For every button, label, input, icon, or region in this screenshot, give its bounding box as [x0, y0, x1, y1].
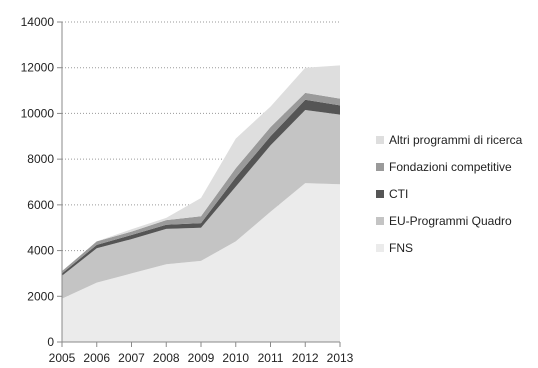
legend-swatch-fns [376, 244, 384, 252]
y-tick-label: 10000 [21, 106, 55, 120]
area-series-layer [62, 65, 340, 342]
x-tick-label: 2011 [258, 351, 284, 365]
area-series-fns [62, 183, 340, 342]
x-tick-label: 2009 [188, 351, 215, 365]
legend-label-fns: FNS [389, 241, 413, 255]
legend-label-eu-programmi-quadro: EU-Programmi Quadro [389, 214, 512, 228]
legend-label-fondazioni-competitive: Fondazioni competitive [389, 160, 512, 174]
area-series-cti [62, 99, 340, 276]
legend: Altri programmi di ricerca Fondazioni com… [376, 133, 523, 255]
y-tick-label: 0 [47, 335, 54, 349]
x-tick-label: 2013 [327, 351, 354, 365]
area-series-altri-programmi-di-ricerca [62, 65, 340, 272]
x-tick-label: 2010 [222, 351, 249, 365]
x-tick-label: 2005 [49, 351, 76, 365]
x-tick-label: 2008 [153, 351, 180, 365]
y-tick-label: 8000 [27, 152, 54, 166]
x-tick-label: 2006 [83, 351, 110, 365]
legend-swatch-fondazioni-competitive [376, 163, 384, 171]
x-tick-label: 2007 [118, 351, 145, 365]
y-tick-label: 2000 [27, 289, 54, 303]
area-series-eu-programmi-quadro [62, 110, 340, 299]
y-tick-label: 14000 [21, 15, 55, 29]
legend-swatch-altri-programmi-di-ricerca [376, 136, 384, 144]
legend-label-altri-programmi-di-ricerca: Altri programmi di ricerca [389, 133, 523, 147]
y-tick-label: 12000 [21, 61, 55, 75]
legend-swatch-eu-programmi-quadro [376, 217, 384, 225]
legend-swatch-cti [376, 190, 384, 198]
y-tick-label: 6000 [27, 198, 54, 212]
x-tick-label: 2012 [292, 351, 319, 365]
axes: 0 2000 4000 6000 8000 10000 12000 14000 2005 2006… [21, 15, 354, 365]
legend-label-cti: CTI [389, 187, 408, 201]
y-tick-label: 4000 [27, 244, 54, 258]
